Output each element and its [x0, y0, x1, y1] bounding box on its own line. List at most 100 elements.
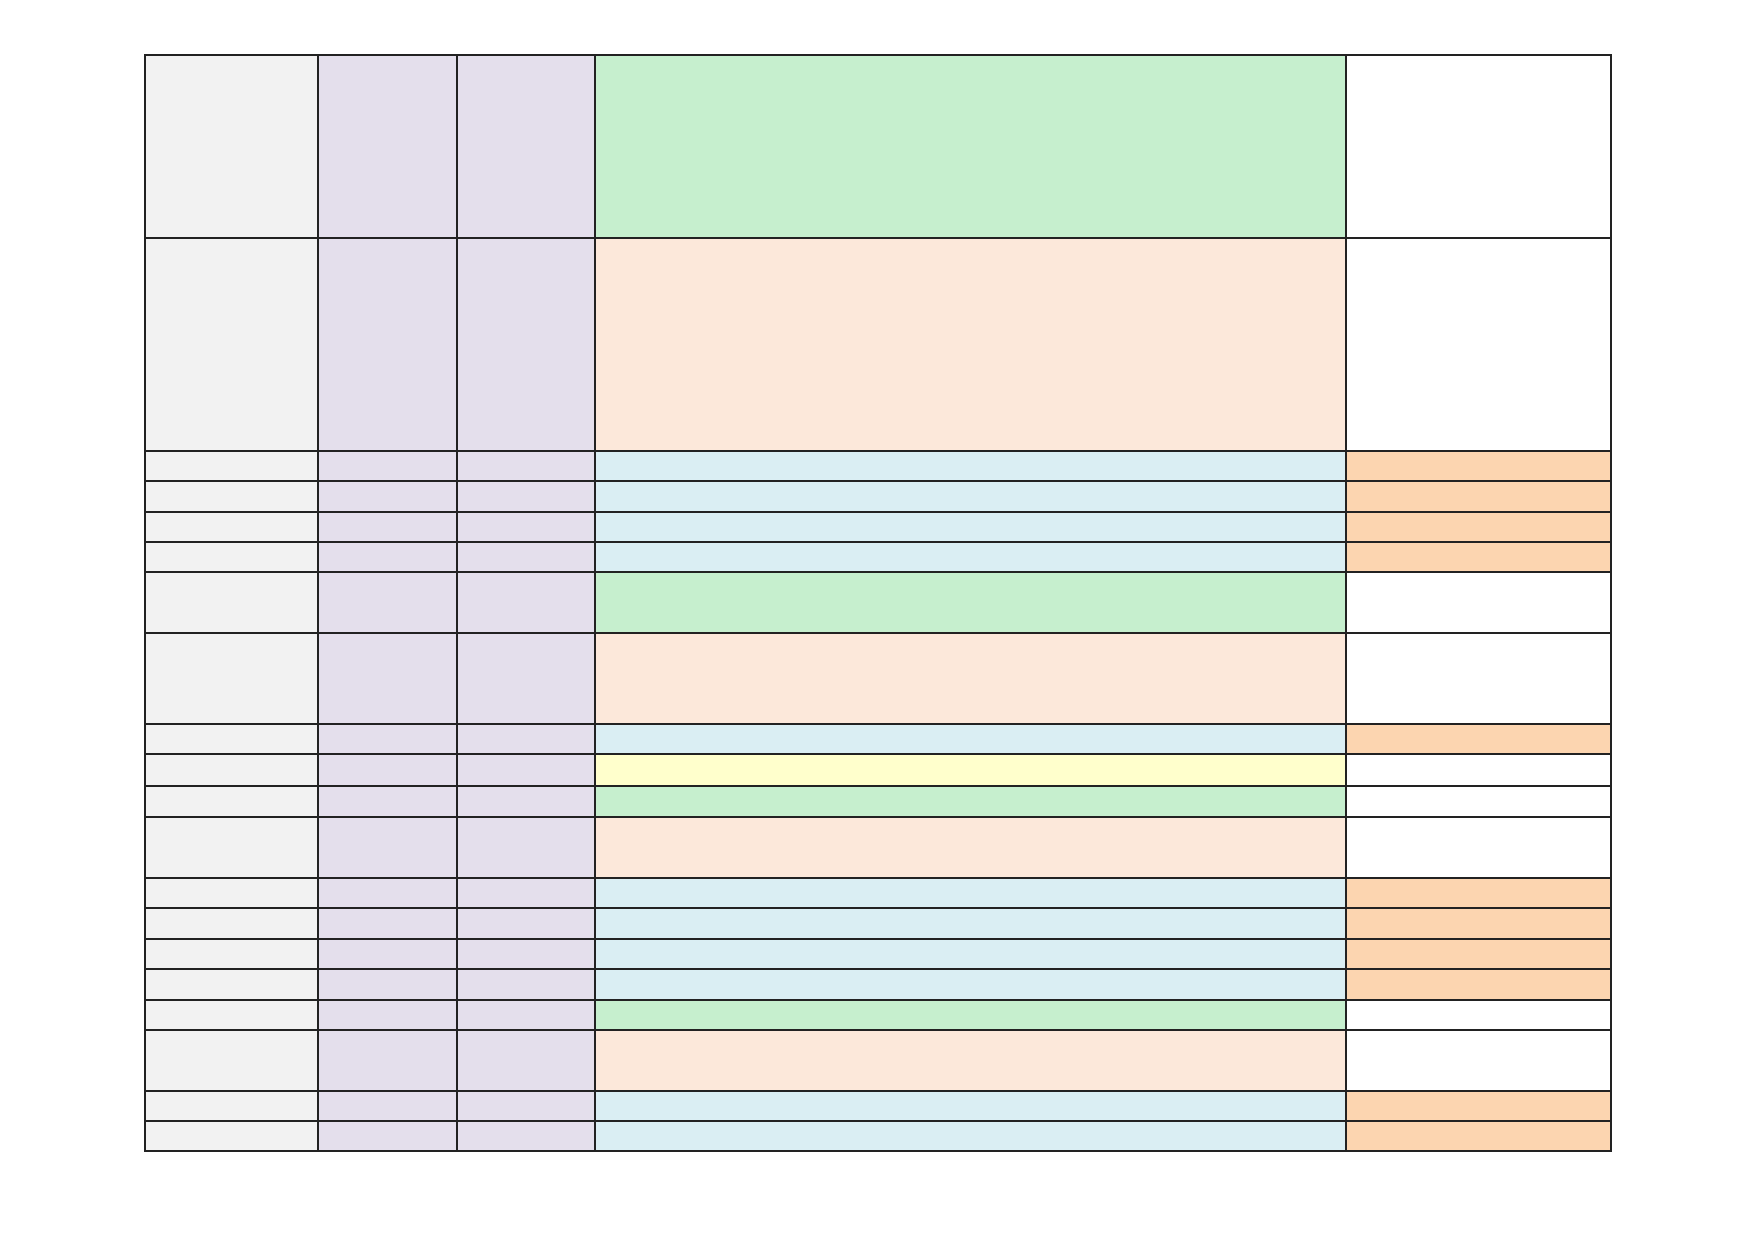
cell	[144, 907, 319, 940]
cell	[144, 938, 319, 970]
cell	[456, 1029, 596, 1092]
cell	[594, 1120, 1347, 1152]
cell	[594, 54, 1347, 239]
cell	[1345, 237, 1612, 452]
cell	[594, 541, 1347, 573]
cell	[456, 907, 596, 940]
cell	[1345, 938, 1612, 970]
cell	[144, 571, 319, 634]
cell	[317, 938, 458, 970]
cell	[317, 511, 458, 543]
cell	[317, 999, 458, 1031]
cell	[456, 237, 596, 452]
cell	[317, 632, 458, 725]
cell	[144, 968, 319, 1001]
cell	[594, 1029, 1347, 1092]
cell	[594, 968, 1347, 1001]
cell	[317, 723, 458, 755]
cell	[594, 907, 1347, 940]
cell	[317, 877, 458, 909]
cell	[317, 1029, 458, 1092]
cell	[456, 511, 596, 543]
cell	[144, 632, 319, 725]
cell	[1345, 753, 1612, 787]
cell	[1345, 1120, 1612, 1152]
cell	[317, 1090, 458, 1122]
cell	[594, 450, 1347, 482]
cell	[594, 938, 1347, 970]
cell	[594, 999, 1347, 1031]
cell	[1345, 632, 1612, 725]
cell	[317, 450, 458, 482]
cell	[594, 1090, 1347, 1122]
cell	[456, 938, 596, 970]
cell	[456, 723, 596, 755]
cell	[317, 785, 458, 818]
cell	[594, 753, 1347, 787]
cell	[144, 753, 319, 787]
cell	[317, 816, 458, 879]
cell	[1345, 480, 1612, 513]
cell	[1345, 54, 1612, 239]
cell	[144, 450, 319, 482]
cell	[456, 450, 596, 482]
cell	[594, 480, 1347, 513]
cell	[456, 1120, 596, 1152]
cell	[1345, 785, 1612, 818]
cell	[144, 723, 319, 755]
cell	[144, 816, 319, 879]
cell	[144, 54, 319, 239]
cell	[317, 1120, 458, 1152]
cell	[594, 511, 1347, 543]
cell	[144, 511, 319, 543]
cell	[594, 785, 1347, 818]
cell	[456, 999, 596, 1031]
cell	[1345, 1090, 1612, 1122]
cell	[144, 237, 319, 452]
cell	[1345, 999, 1612, 1031]
cell	[1345, 450, 1612, 482]
cell	[594, 237, 1347, 452]
cell	[317, 571, 458, 634]
cell	[594, 877, 1347, 909]
cell	[144, 1090, 319, 1122]
cell	[144, 1120, 319, 1152]
cell	[594, 816, 1347, 879]
cell	[1345, 968, 1612, 1001]
cell	[456, 877, 596, 909]
cell	[456, 753, 596, 787]
cell	[594, 571, 1347, 634]
cell	[317, 541, 458, 573]
cell	[1345, 877, 1612, 909]
cell	[317, 753, 458, 787]
cell	[456, 785, 596, 818]
cell	[1345, 1029, 1612, 1092]
cell	[1345, 511, 1612, 543]
cell	[456, 1090, 596, 1122]
cell	[144, 480, 319, 513]
cell	[317, 907, 458, 940]
cell	[456, 968, 596, 1001]
cell	[1345, 571, 1612, 634]
cell	[456, 54, 596, 239]
cell	[456, 480, 596, 513]
cell	[144, 785, 319, 818]
cell	[1345, 723, 1612, 755]
cell	[1345, 907, 1612, 940]
cell	[1345, 541, 1612, 573]
cell	[144, 1029, 319, 1092]
cell	[456, 541, 596, 573]
cell	[317, 968, 458, 1001]
cell	[456, 571, 596, 634]
cell	[456, 816, 596, 879]
cell	[1345, 816, 1612, 879]
cell	[456, 632, 596, 725]
cell	[594, 632, 1347, 725]
cell	[144, 877, 319, 909]
cell	[144, 999, 319, 1031]
cell	[317, 237, 458, 452]
cell	[144, 541, 319, 573]
cell	[317, 54, 458, 239]
cell	[594, 723, 1347, 755]
